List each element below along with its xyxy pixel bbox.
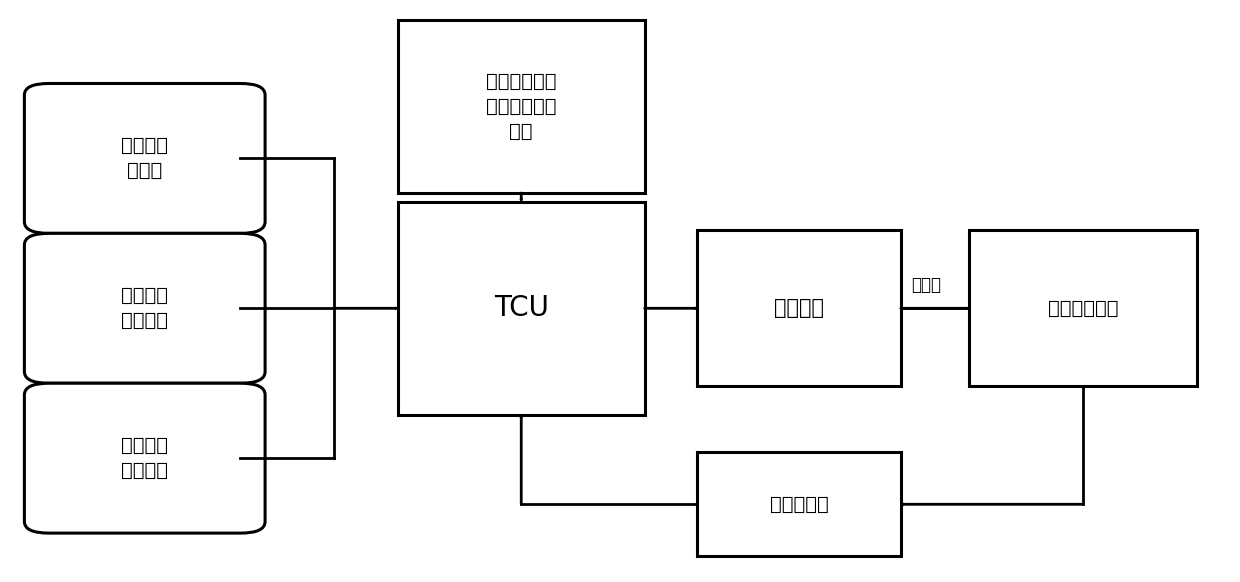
Bar bbox=[398, 20, 645, 193]
FancyBboxPatch shape bbox=[25, 83, 265, 233]
Text: 汽车加速
度传感器: 汽车加速 度传感器 bbox=[122, 286, 169, 331]
Text: 摘档位置补偿
拨叉惯性控制
策略: 摘档位置补偿 拨叉惯性控制 策略 bbox=[486, 72, 557, 141]
FancyBboxPatch shape bbox=[25, 233, 265, 383]
Text: 节气门开
度传感器: 节气门开 度传感器 bbox=[122, 436, 169, 480]
Bar bbox=[968, 230, 1197, 386]
FancyBboxPatch shape bbox=[25, 383, 265, 533]
Text: 摘挡执行机构: 摘挡执行机构 bbox=[1048, 299, 1118, 318]
Text: 汽车速度
传感器: 汽车速度 传感器 bbox=[122, 136, 169, 180]
Text: 液压阀: 液压阀 bbox=[910, 276, 941, 294]
Bar bbox=[398, 201, 645, 415]
Text: 液压系统: 液压系统 bbox=[774, 299, 825, 318]
Bar bbox=[697, 452, 900, 556]
Text: TCU: TCU bbox=[494, 294, 548, 322]
Text: 位移传感器: 位移传感器 bbox=[770, 495, 828, 514]
Bar bbox=[697, 230, 900, 386]
